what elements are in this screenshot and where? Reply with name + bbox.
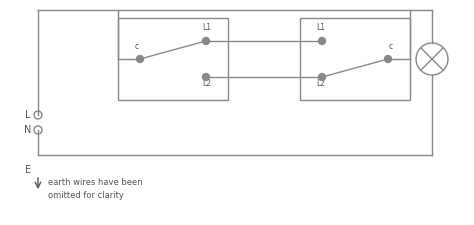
Bar — [118, 18, 228, 100]
Text: c: c — [135, 42, 139, 51]
Text: L1: L1 — [202, 23, 211, 32]
Circle shape — [319, 74, 326, 81]
Text: L2: L2 — [202, 79, 211, 88]
Circle shape — [137, 56, 144, 63]
Circle shape — [202, 74, 210, 81]
Circle shape — [202, 37, 210, 45]
Text: L1: L1 — [317, 23, 326, 32]
Circle shape — [319, 37, 326, 45]
Text: c: c — [389, 42, 393, 51]
Circle shape — [384, 56, 392, 63]
Bar — [300, 18, 410, 100]
Text: earth wires have been
omitted for clarity: earth wires have been omitted for clarit… — [48, 178, 143, 200]
Text: N: N — [24, 125, 32, 135]
Text: L2: L2 — [317, 79, 326, 88]
Text: E: E — [25, 165, 31, 175]
Text: L: L — [25, 110, 31, 120]
